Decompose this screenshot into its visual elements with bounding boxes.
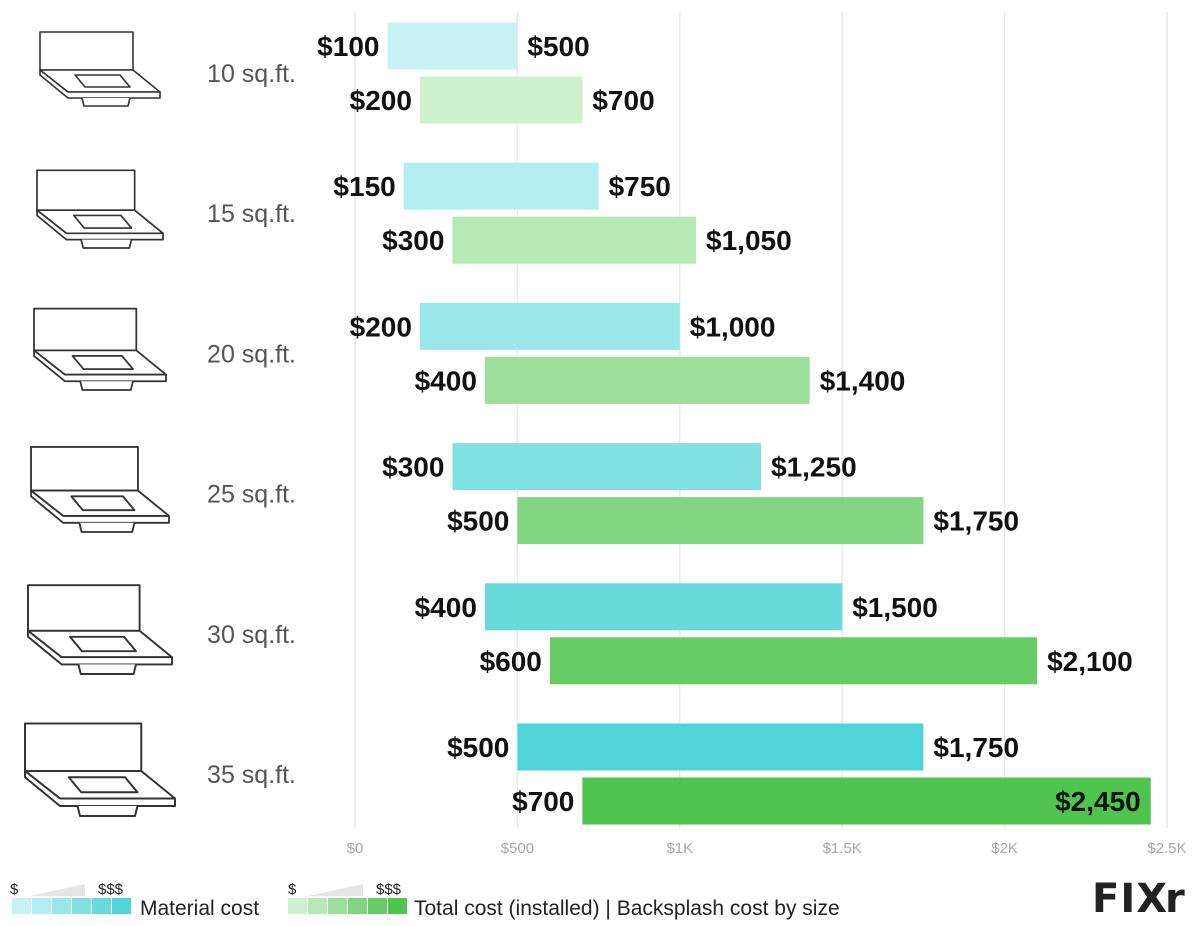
legend-scale-low: $ — [288, 881, 297, 898]
legend-swatch — [112, 898, 131, 914]
bar-low-value-label: $100 — [317, 31, 379, 62]
material-cost-bar — [452, 443, 761, 491]
bar-high-value-label: $500 — [527, 31, 589, 62]
material-cost-bar — [484, 583, 843, 631]
category-labels: 10 sq.ft. 15 sq.ft. 20 sq.ft. 25 sq.ft. 30 s… — [207, 60, 296, 789]
bar-high-value-label: $1,050 — [706, 225, 792, 256]
legend-scale-low: $ — [10, 881, 19, 898]
bar-low-value-label: $300 — [382, 225, 444, 256]
legend-swatch — [308, 898, 327, 914]
fixr-logo-text: FIX — [1092, 876, 1168, 922]
bar-low-value-label: $600 — [480, 646, 542, 677]
total-cost-bar — [549, 637, 1038, 685]
vanity-countertop-icon — [30, 445, 170, 533]
fixr-logo-accent: r — [1165, 876, 1186, 922]
legend-scale-ramp — [30, 884, 85, 896]
category-label: 30 sq.ft. — [207, 621, 296, 649]
fixr-logo: FIX r — [1092, 876, 1186, 922]
legend-swatch — [328, 898, 347, 914]
legend: $ $$$ Material cost $ $$$ Total cost (in… — [10, 881, 840, 920]
bar-low-value-label: $500 — [447, 732, 509, 763]
vanity-countertop-icon — [27, 584, 173, 675]
bar-high-value-label: $1,500 — [852, 592, 938, 623]
legend-swatch — [288, 898, 307, 914]
category-label: 35 sq.ft. — [207, 761, 296, 789]
bar-low-value-label: $400 — [415, 592, 477, 623]
material-cost-bar — [403, 162, 599, 210]
total-cost-bar — [517, 497, 924, 545]
material-cost-bar — [419, 302, 680, 350]
legend-label-total-cost: Total cost (installed) | Backsplash cost… — [414, 897, 840, 920]
bar-low-value-label: $200 — [350, 85, 412, 116]
legend-swatches — [12, 898, 131, 914]
category-label: 20 sq.ft. — [207, 340, 296, 368]
legend-item-material-cost: $ $$$ Material cost — [10, 881, 259, 920]
legend-swatch — [72, 898, 91, 914]
category-label: 10 sq.ft. — [207, 60, 296, 88]
legend-swatch — [52, 898, 71, 914]
legend-swatch — [12, 898, 31, 914]
x-axis-ticks: $0 $500 $1K $1.5K $2K $2.5K — [347, 840, 1187, 857]
vanity-countertop-icon — [24, 722, 176, 817]
bar-low-value-label: $500 — [447, 506, 509, 537]
bar-high-value-label: $1,000 — [690, 311, 776, 342]
x-tick-label: $0 — [347, 840, 364, 857]
total-cost-bar — [452, 216, 697, 264]
bar-low-value-label: $150 — [333, 171, 395, 202]
legend-label-material-cost: Material cost — [140, 897, 259, 920]
total-cost-bar — [484, 356, 810, 404]
vanity-countertop-icon — [39, 31, 161, 107]
legend-scale-ramp — [308, 884, 363, 896]
bar-low-value-label: $300 — [382, 452, 444, 483]
bar-low-value-label: $700 — [512, 786, 574, 817]
legend-swatch — [368, 898, 387, 914]
total-cost-bar — [582, 777, 1151, 825]
x-tick-label: $2.5K — [1147, 840, 1186, 857]
bar-high-value-label: $1,400 — [820, 365, 906, 396]
legend-swatch — [32, 898, 51, 914]
material-cost-bar — [517, 723, 924, 771]
x-tick-label: $2K — [991, 840, 1018, 857]
grid-lines — [354, 12, 1168, 828]
legend-scale-high: $$$ — [98, 881, 124, 898]
legend-swatch — [348, 898, 367, 914]
category-label: 25 sq.ft. — [207, 481, 296, 509]
legend-swatch — [388, 898, 407, 914]
bar-low-value-label: $200 — [350, 311, 412, 342]
bar-high-value-label: $2,100 — [1047, 646, 1133, 677]
material-cost-bar — [387, 22, 518, 70]
x-tick-label: $1.5K — [823, 840, 862, 857]
legend-swatch — [92, 898, 111, 914]
category-icons — [24, 31, 176, 817]
vanity-countertop-icon — [36, 169, 164, 249]
bars — [387, 22, 1151, 825]
bar-high-value-label: $2,450 — [1055, 786, 1141, 817]
total-cost-bar — [419, 76, 583, 124]
x-tick-label: $500 — [501, 840, 534, 857]
bar-high-value-label: $700 — [592, 85, 654, 116]
bar-high-value-label: $1,750 — [933, 732, 1019, 763]
bar-low-value-label: $400 — [415, 365, 477, 396]
legend-scale-high: $$$ — [376, 881, 402, 898]
value-labels: $100 $500 $200 $700 $150 $750 $300 $1,050 $200 $1… — [317, 31, 1141, 817]
vanity-countertop-icon — [33, 307, 167, 391]
bar-high-value-label: $1,250 — [771, 452, 857, 483]
bar-high-value-label: $1,750 — [933, 506, 1019, 537]
category-label: 15 sq.ft. — [207, 200, 296, 228]
bar-high-value-label: $750 — [609, 171, 671, 202]
legend-swatches — [288, 898, 407, 914]
x-tick-label: $1K — [666, 840, 693, 857]
legend-item-total-cost: $ $$$ Total cost (installed) | Backsplas… — [288, 881, 840, 920]
